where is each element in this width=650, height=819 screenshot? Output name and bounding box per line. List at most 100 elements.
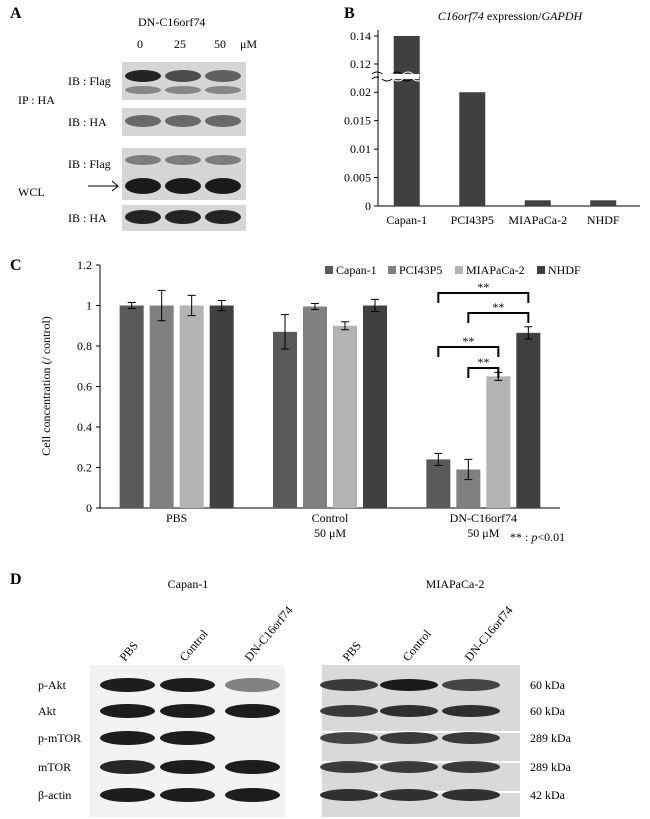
footnote: ** : p<0.01 xyxy=(510,530,565,544)
blot-band xyxy=(225,788,280,802)
label-line: 50 μM xyxy=(314,526,346,540)
significance-label: ** xyxy=(462,334,474,348)
x-tick-label: Control 50 μM xyxy=(312,511,349,540)
break-gap xyxy=(379,74,419,79)
bar xyxy=(516,332,541,508)
blot-band xyxy=(320,679,378,691)
footnote-part: ** : xyxy=(510,530,531,544)
blot-band xyxy=(100,760,155,774)
blot-band xyxy=(160,788,215,802)
significance-bracket xyxy=(467,312,530,323)
error-bar xyxy=(524,326,533,340)
bar xyxy=(426,459,451,508)
error-bar xyxy=(217,299,226,312)
significance-bracket xyxy=(437,346,500,357)
bar xyxy=(459,92,486,206)
blot-band xyxy=(160,704,215,718)
blot-band xyxy=(125,86,161,94)
blot-band xyxy=(125,210,161,224)
blot-band xyxy=(205,70,241,82)
blot-band xyxy=(165,210,201,224)
blot-band xyxy=(160,760,215,774)
title-part: GAPDH xyxy=(542,9,584,23)
row-label: p-mTOR xyxy=(38,731,81,745)
y-tick-label: 0.01 xyxy=(350,142,371,156)
y-tick-label: 0.015 xyxy=(344,114,371,128)
row-label: β-actin xyxy=(38,788,71,802)
row-label: mTOR xyxy=(38,760,71,774)
blot-band xyxy=(442,761,500,773)
chart-title: C16orf74 expression/GAPDH xyxy=(438,9,584,23)
x-tick-label: DN-C16orf74 50 μM xyxy=(450,511,517,540)
blot-band xyxy=(100,678,155,692)
blot-band xyxy=(205,115,241,127)
y-tick-label: 0.2 xyxy=(77,461,92,475)
blot-band xyxy=(442,705,500,717)
legend-swatch xyxy=(325,266,333,274)
blot-band xyxy=(165,115,201,127)
bar xyxy=(179,305,204,508)
blot-band xyxy=(320,705,378,717)
error-bar xyxy=(434,452,443,466)
row-label: Akt xyxy=(38,704,57,718)
y-tick-label: 1.2 xyxy=(77,258,92,272)
significance-label: ** xyxy=(477,280,489,294)
blot-band xyxy=(100,731,155,745)
error-bar xyxy=(187,294,196,317)
blot-band xyxy=(320,732,378,744)
y-tick-label: 0 xyxy=(86,501,92,515)
ip-label: IP : HA xyxy=(18,93,55,107)
significance-label: ** xyxy=(477,355,489,369)
cell-line-label: Capan-1 xyxy=(168,577,209,591)
y-tick-label: 0 xyxy=(365,199,371,213)
blot-band xyxy=(442,679,500,691)
size-label: 60 kDa xyxy=(530,678,566,692)
cell-line-label: MIAPaCa-2 xyxy=(426,577,485,591)
panel-letter: A xyxy=(10,5,22,22)
bar xyxy=(486,376,511,508)
lane-label: DN-C16orf74 xyxy=(242,603,296,664)
error-bar xyxy=(127,301,136,310)
blot-band xyxy=(165,70,201,82)
bar xyxy=(333,325,357,508)
blot-band xyxy=(205,86,241,94)
bar xyxy=(119,305,144,508)
error-bar xyxy=(371,298,379,313)
size-label: 42 kDa xyxy=(530,788,566,802)
size-label: 60 kDa xyxy=(530,704,566,718)
legend-swatch xyxy=(537,266,545,274)
blot-band xyxy=(442,732,500,744)
error-bar xyxy=(157,289,166,322)
footnote-part: <0.01 xyxy=(537,530,565,544)
blot-band xyxy=(380,679,438,691)
blot-label: IB : Flag xyxy=(68,157,111,171)
panel-letter: D xyxy=(10,571,22,588)
blot-band xyxy=(380,705,438,717)
panel-letter: B xyxy=(344,5,355,22)
x-tick-label: PBS xyxy=(166,511,187,525)
blot-band xyxy=(380,761,438,773)
blot-band xyxy=(100,704,155,718)
lane-label: PBS xyxy=(117,639,141,664)
error-bar xyxy=(341,321,349,331)
wcl-label: WCL xyxy=(18,185,45,199)
x-tick-label: Capan-1 xyxy=(386,213,427,227)
y-tick-label: 0.4 xyxy=(77,420,92,434)
panel-letter: C xyxy=(10,257,22,274)
blot-band xyxy=(165,155,201,165)
blot-label: IB : HA xyxy=(68,211,107,225)
y-tick-label: 0.8 xyxy=(77,339,92,353)
blot-band xyxy=(125,155,161,165)
bar xyxy=(273,331,297,508)
blot-band xyxy=(125,115,161,127)
legend-label: Capan-1 xyxy=(336,263,377,277)
error-bar xyxy=(311,302,319,311)
blot-band xyxy=(225,760,280,774)
size-label: 289 kDa xyxy=(530,760,572,774)
legend-label: NHDF xyxy=(548,263,581,277)
x-tick-label: MIAPaCa-2 xyxy=(508,213,567,227)
blot-band xyxy=(320,761,378,773)
label-line: Control xyxy=(312,511,349,525)
bar xyxy=(524,200,551,206)
blot-band xyxy=(125,178,161,194)
